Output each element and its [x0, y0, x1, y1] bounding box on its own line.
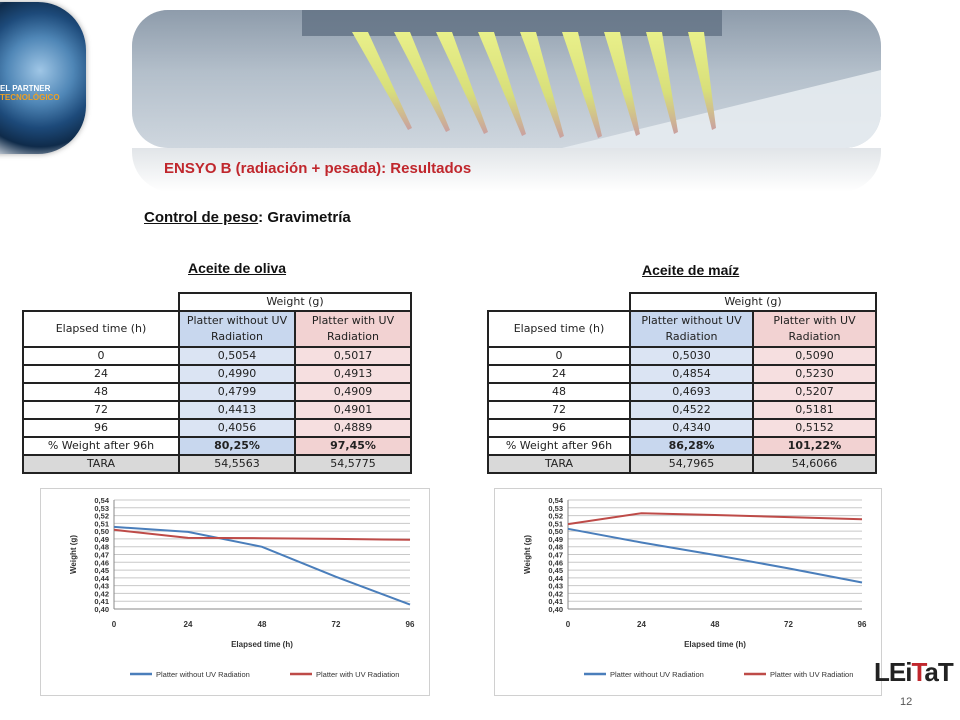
y-tick-label: 0,52 — [548, 512, 563, 521]
y-tick-label: 0,40 — [548, 605, 563, 614]
section-title: ENSYO B (radiación + pesada): Resultados — [164, 160, 472, 177]
y-tick-label: 0,50 — [548, 527, 563, 536]
x-tick-label: 24 — [637, 620, 646, 629]
y-tick-label: 0,47 — [94, 551, 109, 560]
logo-line-1: EL PARTNER — [0, 84, 51, 93]
y-tick-label: 0,53 — [548, 504, 563, 513]
pipettes-illustration — [132, 10, 881, 148]
y-tick-label: 0,42 — [548, 589, 563, 598]
y-tick-label: 0,46 — [94, 558, 109, 567]
y-tick-label: 0,47 — [548, 551, 563, 560]
y-tick-label: 0,51 — [94, 519, 109, 528]
subtitle: Control de peso: Gravimetría — [144, 209, 351, 226]
y-tick-label: 0,46 — [548, 558, 563, 567]
leitat-logo-part-1: LEi — [874, 657, 912, 687]
olive-oil-weight-chart: 0,540,530,520,510,500,490,480,470,460,45… — [40, 488, 430, 696]
table-row: 48 0,4799 0,4909 — [22, 382, 413, 402]
corn-oil-title: Aceite de maíz — [642, 262, 740, 278]
logo-line-2: TECNOLÓGICO — [0, 93, 60, 102]
x-tick-label: 72 — [784, 620, 793, 629]
percent-weight-row: % Weight after 96h 86,28% 101,22% — [487, 436, 878, 456]
header-without-uv: Platter without UV Radiation — [629, 310, 754, 348]
table-row: 96 0,4056 0,4889 — [22, 418, 413, 438]
page-number: 12 — [900, 696, 913, 708]
x-tick-label: 0 — [112, 620, 117, 629]
y-tick-label: 0,54 — [548, 496, 563, 505]
header-with-uv: Platter with UV Radiation — [751, 310, 878, 348]
y-tick-label: 0,44 — [94, 574, 109, 583]
tara-row: TARA 54,5563 54,5775 — [22, 454, 413, 474]
y-tick-label: 0,51 — [548, 519, 563, 528]
table-row: 72 0,4413 0,4901 — [22, 400, 413, 420]
table-row: 96 0,4340 0,5152 — [487, 418, 878, 438]
y-tick-label: 0,48 — [94, 543, 109, 552]
tara-row: TARA 54,7965 54,6066 — [487, 454, 878, 474]
header-elapsed-time: Elapsed time (h) — [487, 310, 631, 348]
olive-oil-table: Weight (g) Elapsed time (h) Platter with… — [22, 292, 413, 474]
y-tick-label: 0,52 — [94, 512, 109, 521]
legend-label: Platter without UV Radiation — [610, 670, 704, 679]
subtitle-underlined: Control de peso — [144, 209, 259, 226]
leitat-logo-part-2: T — [911, 657, 925, 687]
x-tick-label: 24 — [184, 620, 193, 629]
y-tick-label: 0,43 — [94, 582, 109, 591]
table-row: 72 0,4522 0,5181 — [487, 400, 878, 420]
group-header: Weight (g) — [177, 292, 413, 312]
header-banner-image — [132, 10, 881, 148]
x-axis-label: Elapsed time (h) — [684, 640, 746, 649]
x-tick-label: 48 — [258, 620, 267, 629]
x-tick-label: 96 — [858, 620, 867, 629]
group-header: Weight (g) — [628, 292, 878, 312]
x-axis-label: Elapsed time (h) — [231, 640, 293, 649]
y-axis-label: Weight (g) — [69, 535, 78, 574]
y-axis-label: Weight (g) — [523, 535, 532, 574]
leitat-logo: LEiTaT — [874, 657, 954, 688]
y-tick-label: 0,45 — [548, 566, 563, 575]
percent-weight-row: % Weight after 96h 80,25% 97,45% — [22, 436, 413, 456]
table-row: 24 0,4990 0,4913 — [22, 364, 413, 384]
y-tick-label: 0,42 — [94, 589, 109, 598]
table-row: 48 0,4693 0,5207 — [487, 382, 878, 402]
y-tick-label: 0,40 — [94, 605, 109, 614]
y-tick-label: 0,49 — [548, 535, 563, 544]
header-without-uv: Platter without UV Radiation — [178, 310, 296, 348]
header-elapsed-time: Elapsed time (h) — [22, 310, 180, 348]
legend-label: Platter with UV Radiation — [770, 670, 853, 679]
x-tick-label: 0 — [566, 620, 571, 629]
legend-label: Platter with UV Radiation — [316, 670, 399, 679]
pipette-tips — [352, 32, 716, 138]
subtitle-rest: : Gravimetría — [258, 209, 351, 226]
y-tick-label: 0,54 — [94, 496, 109, 505]
y-tick-label: 0,41 — [94, 597, 109, 606]
header-with-uv: Platter with UV Radiation — [293, 310, 413, 348]
y-tick-label: 0,53 — [94, 504, 109, 513]
corn-oil-table: Weight (g) Elapsed time (h) Platter with… — [487, 292, 878, 474]
x-tick-label: 72 — [332, 620, 341, 629]
y-tick-label: 0,45 — [94, 566, 109, 575]
y-tick-label: 0,49 — [94, 535, 109, 544]
table-row: 24 0,4854 0,5230 — [487, 364, 878, 384]
table-row: 0 0,5030 0,5090 — [487, 346, 878, 366]
x-tick-label: 96 — [406, 620, 415, 629]
leitat-logo-part-3: aT — [924, 657, 953, 687]
y-tick-label: 0,41 — [548, 597, 563, 606]
legend-label: Platter without UV Radiation — [156, 670, 250, 679]
y-tick-label: 0,48 — [548, 543, 563, 552]
y-tick-label: 0,50 — [94, 527, 109, 536]
y-tick-label: 0,44 — [548, 574, 563, 583]
x-tick-label: 48 — [711, 620, 720, 629]
table-row: 0 0,5054 0,5017 — [22, 346, 413, 366]
partner-logo-text: EL PARTNER TECNOLÓGICO — [0, 84, 60, 102]
corn-oil-weight-chart: 0,540,530,520,510,500,490,480,470,460,45… — [494, 488, 882, 696]
olive-oil-title: Aceite de oliva — [188, 260, 287, 276]
partner-logo: EL PARTNER TECNOLÓGICO — [0, 2, 86, 154]
banner-reflection — [132, 148, 881, 192]
y-tick-label: 0,43 — [548, 582, 563, 591]
